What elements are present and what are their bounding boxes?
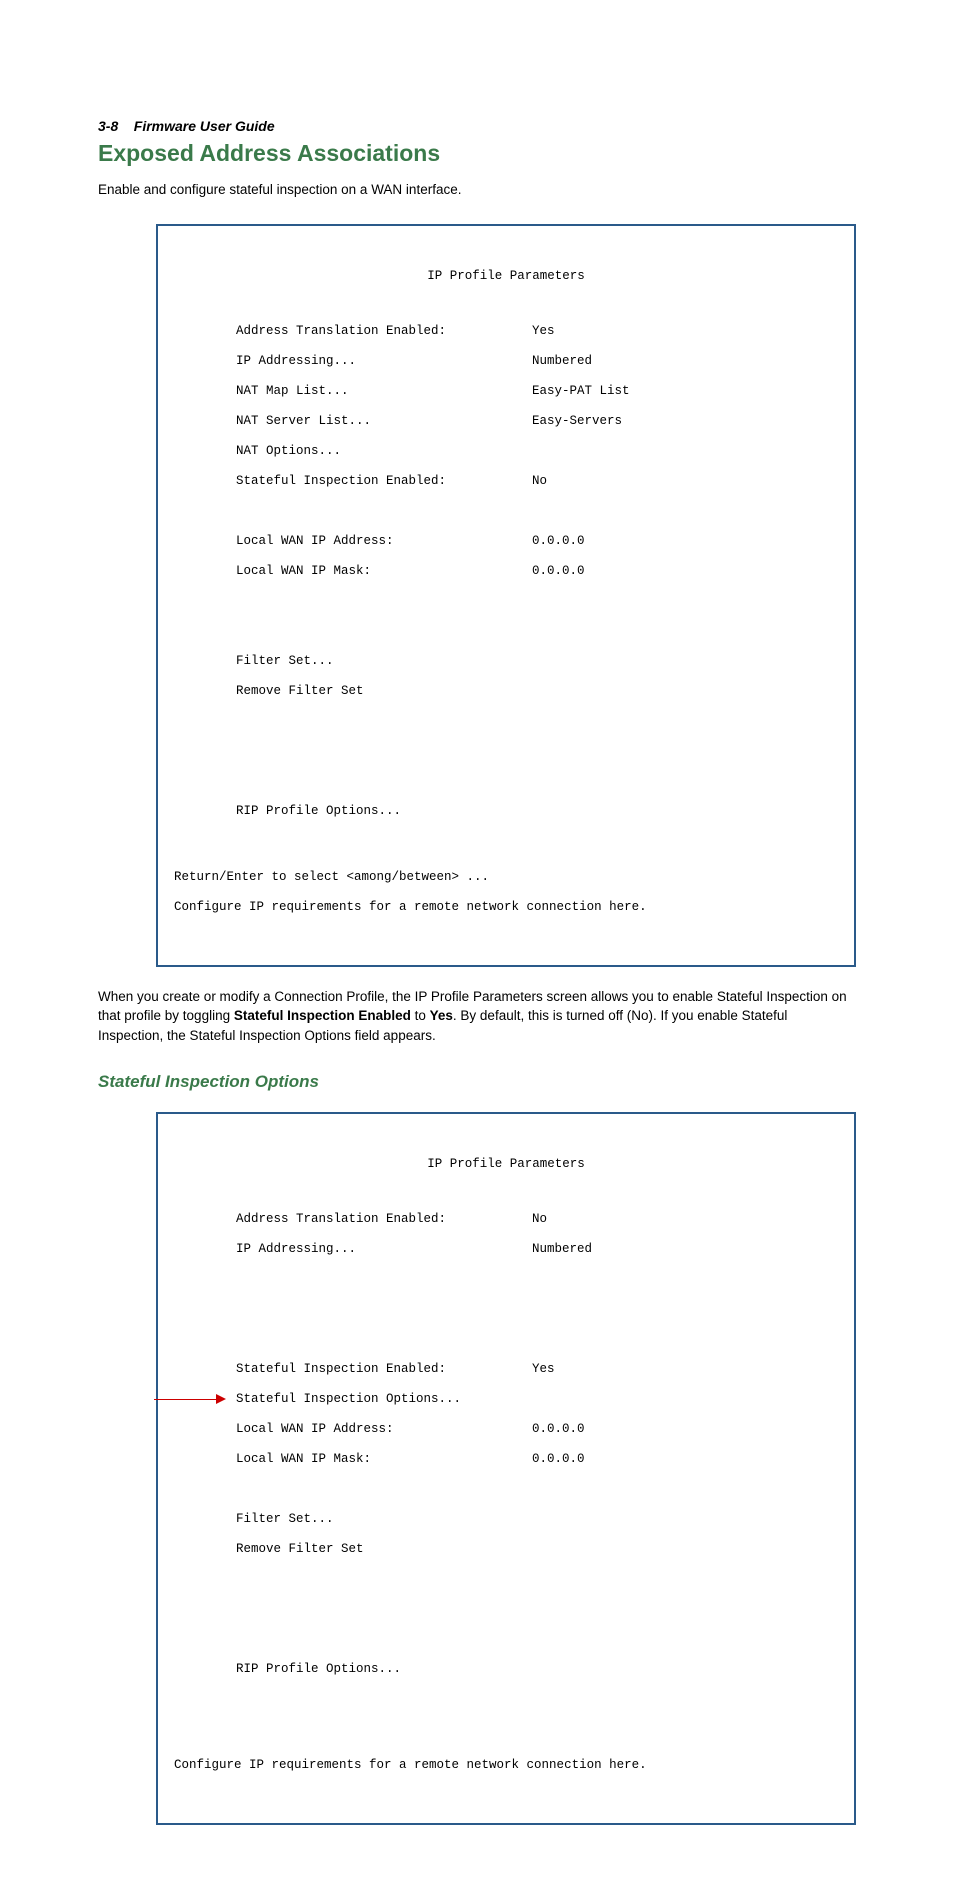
terminal-row: Filter Set...: [236, 654, 838, 669]
terminal-row: Remove Filter Set: [236, 684, 838, 699]
terminal-box-1: IP Profile Parameters Address Translatio…: [156, 224, 856, 967]
terminal-row: Local WAN IP Address:0.0.0.0: [236, 1422, 838, 1437]
terminal-row: RIP Profile Options...: [236, 1662, 838, 1677]
terminal-row: IP Addressing...Numbered: [236, 354, 838, 369]
terminal-row: NAT Options...: [236, 444, 838, 459]
terminal-row-arrow: Stateful Inspection Options...: [236, 1392, 838, 1407]
paragraph-2: When you create or modify a Connection P…: [98, 987, 856, 1046]
terminal-row: Filter Set...: [236, 1512, 838, 1527]
terminal-row: IP Addressing...Numbered: [236, 1242, 838, 1257]
terminal-row: Stateful Inspection Enabled:No: [236, 474, 838, 489]
terminal-row: Address Translation Enabled:Yes: [236, 324, 838, 339]
terminal-row: Address Translation Enabled:No: [236, 1212, 838, 1227]
terminal-box-2: IP Profile Parameters Address Translatio…: [156, 1112, 856, 1825]
terminal-row: Remove Filter Set: [236, 1542, 838, 1557]
terminal-row: NAT Server List...Easy-Servers: [236, 414, 838, 429]
terminal-row: Local WAN IP Mask:0.0.0.0: [236, 564, 838, 579]
page-header: 3-8 Firmware User Guide: [98, 118, 856, 134]
terminal-bottom-1: Return/Enter to select <among/between> .…: [174, 855, 838, 930]
terminal-bottom-2: Configure IP requirements for a remote n…: [174, 1713, 838, 1788]
sub-heading: Stateful Inspection Options: [98, 1072, 856, 1092]
terminal-row: Local WAN IP Address:0.0.0.0: [236, 534, 838, 549]
terminal-content-1: Address Translation Enabled:Yes IP Addre…: [236, 309, 838, 834]
terminal-row: NAT Map List...Easy-PAT List: [236, 384, 838, 399]
terminal-row: RIP Profile Options...: [236, 804, 838, 819]
terminal-content-2: Address Translation Enabled:No IP Addres…: [236, 1197, 838, 1692]
terminal-row: Stateful Inspection Enabled:Yes: [236, 1362, 838, 1377]
arrow-icon: [154, 1393, 232, 1407]
main-heading: Exposed Address Associations: [98, 140, 856, 167]
intro-text: Enable and configure stateful inspection…: [98, 181, 856, 200]
terminal-row: Local WAN IP Mask:0.0.0.0: [236, 1452, 838, 1467]
page-ref: 3-8: [98, 118, 118, 134]
guide-title: Firmware User Guide: [134, 118, 275, 134]
terminal-title-2: IP Profile Parameters: [174, 1157, 838, 1172]
terminal-title-1: IP Profile Parameters: [174, 269, 838, 284]
